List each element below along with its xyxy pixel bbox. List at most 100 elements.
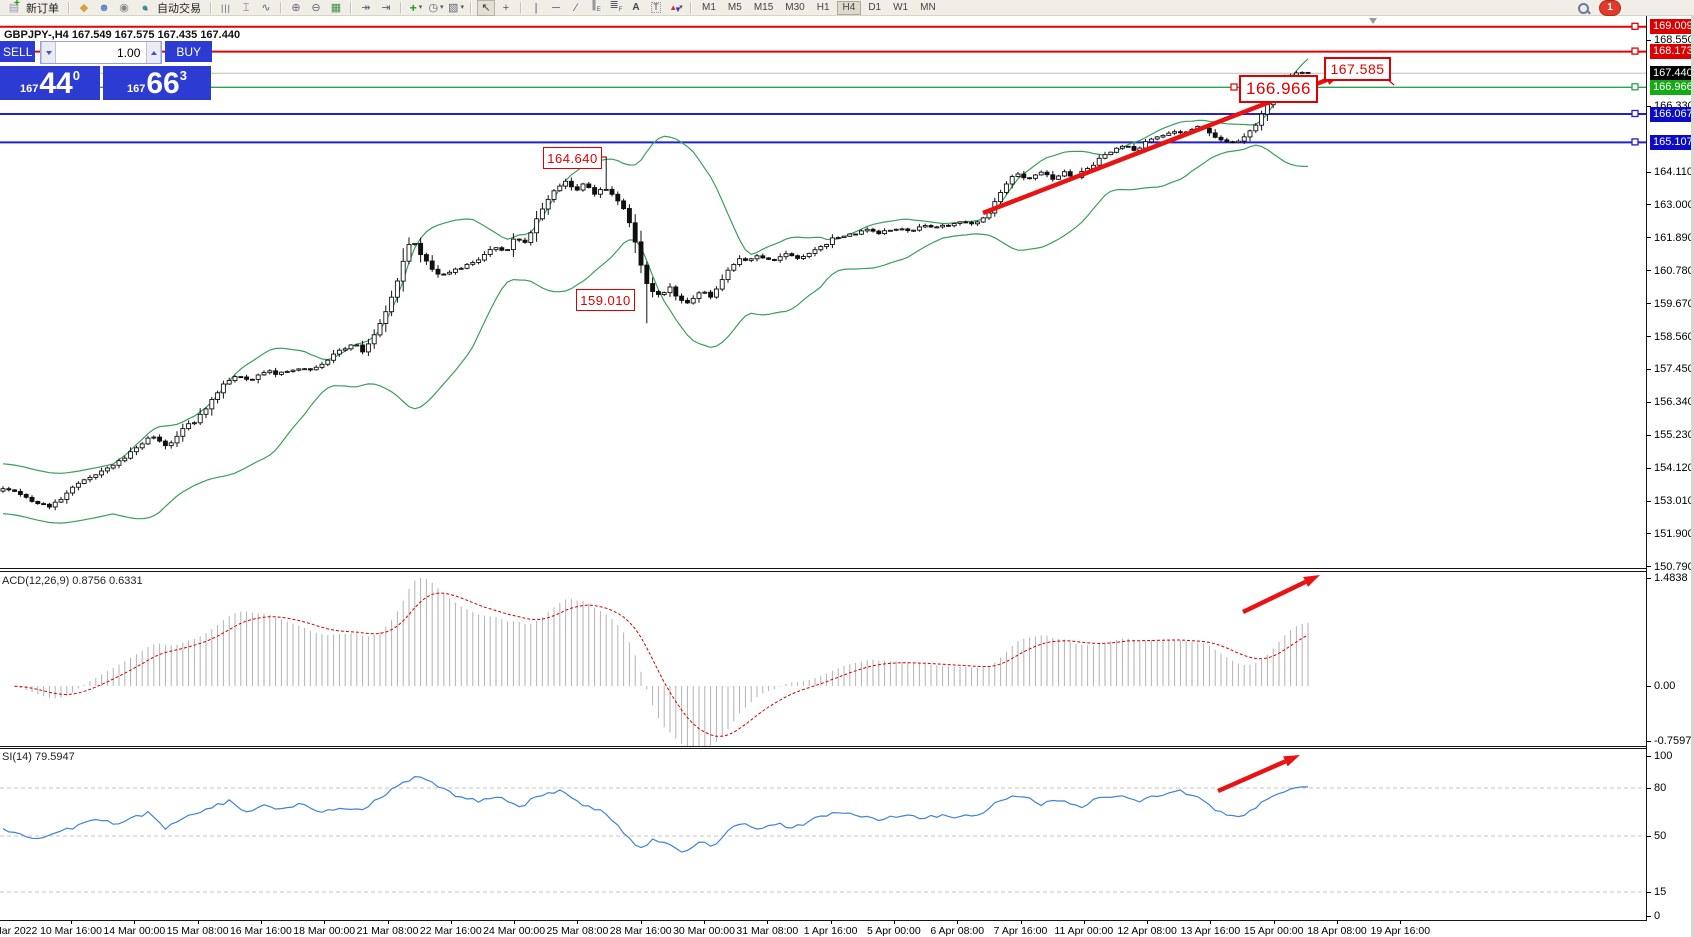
- time-axis-label: 6 Apr 08:00: [930, 925, 985, 937]
- toolbar-right: 1: [1576, 0, 1621, 16]
- price-annotation[interactable]: 164.640: [543, 147, 602, 169]
- time-axis-label: 13 Apr 16:00: [1180, 925, 1241, 937]
- time-axis-label: 21 Mar 08:00: [356, 925, 419, 937]
- candlesticks: [0, 70, 1311, 511]
- volume-decrease-button[interactable]: [41, 42, 57, 63]
- sell-button[interactable]: SELL: [0, 41, 36, 62]
- auto-scroll-icon[interactable]: ↠: [361, 1, 371, 14]
- timeframe-mn[interactable]: MN: [920, 1, 936, 13]
- time-axis-label: 11 Apr 00:00: [1054, 925, 1114, 937]
- timeframe-h1[interactable]: H1: [816, 1, 830, 13]
- rsi-scale-label: 15: [1654, 886, 1667, 898]
- sell-price[interactable]: 167 44 0: [0, 66, 100, 100]
- profile-icon[interactable]: ☻: [98, 1, 110, 14]
- time-axis-label: 19 Apr 16:00: [1370, 925, 1431, 937]
- time-axis-label: 10 Mar 16:00: [40, 925, 102, 937]
- price-annotation[interactable]: 159.010: [576, 289, 635, 311]
- price-tick-label: 158.560: [1654, 330, 1694, 343]
- timeframe-m30[interactable]: M30: [785, 1, 805, 13]
- timeframe-w1[interactable]: W1: [893, 1, 909, 13]
- timeframe-d1[interactable]: D1: [868, 1, 882, 13]
- price-annotation[interactable]: 166.966: [1239, 75, 1318, 103]
- price-tick-label: 159.670: [1654, 297, 1694, 310]
- time-axis-label: 12 Apr 08:00: [1117, 925, 1177, 937]
- triangle-up-icon: [150, 50, 157, 55]
- price-tick-label: 151.900: [1654, 527, 1694, 540]
- price-tick-label: 155.230: [1654, 429, 1694, 442]
- buy-button[interactable]: BUY: [165, 41, 212, 62]
- dropdown-caret-icon: ▾: [679, 3, 683, 11]
- market-watch-icon[interactable]: ◆: [79, 1, 89, 14]
- toolbar-separator: [470, 1, 472, 14]
- chart-title: GBPJPY-,H4 167.549 167.575 167.435 167.4…: [4, 29, 241, 41]
- time-axis-label: 7 Apr 16:00: [993, 925, 1048, 937]
- line-chart-icon[interactable]: ∿: [261, 1, 271, 14]
- volume-input[interactable]: 1.00: [117, 45, 141, 60]
- zoom-in-icon[interactable]: ⊕: [291, 1, 301, 14]
- signals-icon[interactable]: ◉: [119, 1, 129, 14]
- new-order-button[interactable]: ▤ + 新订单: [4, 0, 63, 16]
- price-tick-label: 168.550: [1654, 34, 1694, 47]
- notification-badge[interactable]: 1: [1599, 0, 1621, 16]
- equidistant-channel-icon[interactable]: ∥E: [591, 0, 601, 14]
- price-line-label: 169.009: [1650, 19, 1693, 35]
- chart-shift-marker[interactable]: [1369, 18, 1377, 24]
- text-label-icon[interactable]: T: [651, 2, 661, 13]
- periods-icon[interactable]: ◷ ▾: [428, 1, 444, 14]
- volume-increase-button[interactable]: [146, 42, 162, 63]
- cursor-icon[interactable]: ↖: [477, 0, 495, 16]
- fibonacci-icon[interactable]: ≣F: [609, 0, 623, 14]
- indicators-icon[interactable]: + ▾: [409, 0, 423, 15]
- arrows-icon[interactable]: ▲ ▼ ▾: [669, 2, 683, 14]
- dropdown-caret-icon: ▾: [418, 3, 423, 11]
- toolbar-separator: [68, 1, 70, 14]
- macd-panel[interactable]: [0, 571, 1646, 747]
- tile-windows-icon[interactable]: ▦: [330, 1, 342, 14]
- text-icon[interactable]: A: [632, 1, 640, 13]
- toolbar-separator: [690, 1, 692, 14]
- price-line-label: 166.966: [1650, 79, 1693, 95]
- rsi-panel[interactable]: [0, 748, 1646, 921]
- chart-shift-icon[interactable]: ⇥: [381, 1, 391, 14]
- buy-price[interactable]: 167 66 3: [103, 66, 211, 100]
- price-tick-label: 156.340: [1654, 396, 1694, 409]
- sell-price-sup: 0: [72, 68, 80, 83]
- timeframe-m5[interactable]: M5: [727, 1, 742, 13]
- macd-scale-label: -0.7597: [1654, 735, 1692, 748]
- trendline-icon[interactable]: ∕: [575, 1, 577, 14]
- toolbar: ▤ + 新订单 ◆ ☻ ◉ ● ▪ 自动交易 ||| ⌶ ∿ ⊕ ⊖ ▦ ↠ ⇥ + ▾ ◷ ▾ ▧ ▾ ↖ + | ─ ∕ ∥E ≣F A…: [0, 0, 1694, 16]
- buy-price-big: 66: [146, 67, 180, 100]
- rsi-arrow[interactable]: [1217, 755, 1300, 794]
- price-tick-label: 153.010: [1654, 495, 1694, 507]
- zoom-out-icon[interactable]: ⊖: [311, 1, 321, 14]
- time-axis-label: 16 Mar 16:00: [229, 925, 292, 937]
- crosshair-icon[interactable]: +: [502, 1, 510, 14]
- triangle-down-icon: [45, 50, 52, 55]
- horizontal-line-icon[interactable]: ─: [552, 1, 560, 14]
- candlestick-chart-icon[interactable]: ⌶: [242, 1, 250, 14]
- macd-scale-label: 1.4838: [1654, 572, 1688, 584]
- templates-icon[interactable]: ▧ ▾: [448, 1, 464, 14]
- price-annotation[interactable]: 167.585: [1324, 57, 1391, 81]
- macd-arrow[interactable]: [1242, 575, 1320, 615]
- rsi-scale-label: 80: [1654, 782, 1667, 794]
- price-tick-label: 157.450: [1654, 363, 1694, 376]
- sell-price-prefix: 167: [20, 83, 39, 95]
- timeframe-m1[interactable]: M1: [702, 1, 716, 13]
- toolbar-separator: [350, 1, 352, 14]
- dropdown-caret-icon: ▾: [460, 3, 464, 11]
- price-line-label: 167.440: [1650, 65, 1693, 81]
- vertical-line-icon[interactable]: |: [534, 1, 538, 14]
- autotrading-button-label: 自动交易: [157, 2, 201, 15]
- toolbar-items: ▤ + 新订单 ◆ ☻ ◉ ● ▪ 自动交易 ||| ⌶ ∿ ⊕ ⊖ ▦ ↠ ⇥ + ▾ ◷ ▾ ▧ ▾ ↖ + | ─ ∕ ∥E ≣F A…: [3, 0, 942, 16]
- price-axis[interactable]: 168.550166.330164.110163.000161.890160.7…: [1646, 0, 1694, 922]
- timeframe-m15[interactable]: M15: [753, 1, 774, 13]
- bar-chart-icon[interactable]: |||: [220, 2, 231, 13]
- timeframe-h4[interactable]: H4: [836, 0, 862, 15]
- search-icon[interactable]: [1576, 1, 1591, 15]
- main-chart-canvas[interactable]: [0, 15, 1646, 569]
- price-line-label: 165.107: [1650, 134, 1693, 150]
- autotrading-button[interactable]: ● ▪ 自动交易: [135, 0, 205, 16]
- bollinger-lower-band: [2, 144, 1309, 524]
